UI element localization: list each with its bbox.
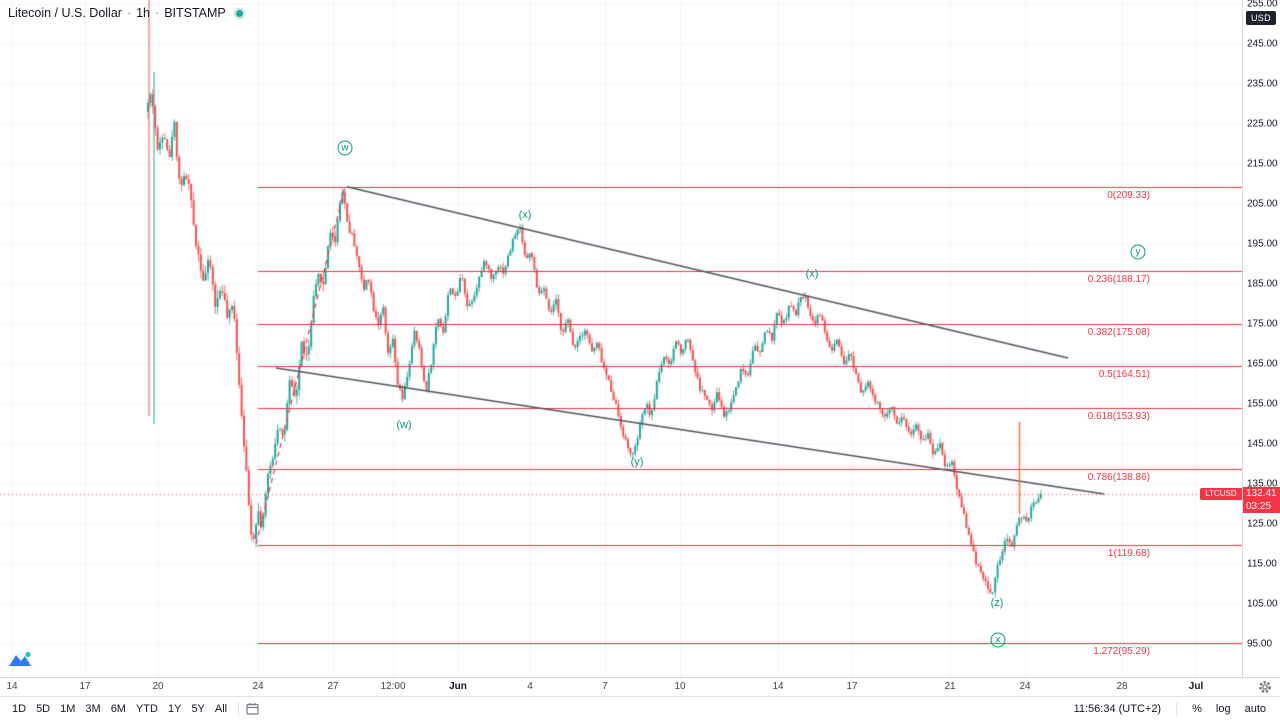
time-tick: 24 bbox=[252, 681, 264, 692]
time-tick: 20 bbox=[152, 681, 164, 692]
go-to-date-icon[interactable] bbox=[246, 702, 259, 715]
legend-separator: · bbox=[155, 6, 160, 20]
tradingview-logo[interactable] bbox=[8, 650, 34, 668]
time-tick: 12:00 bbox=[380, 681, 406, 692]
date-range-buttons: 1D 5D 1M 3M 6M YTD 1Y 5Y All bbox=[8, 701, 231, 717]
toolbar-divider bbox=[238, 701, 240, 716]
price-tick: 185.00 bbox=[1247, 278, 1278, 290]
clock[interactable]: 11:56:34 (UTC+2) bbox=[1073, 702, 1162, 715]
currency-badge[interactable]: USD bbox=[1246, 11, 1276, 25]
time-axis[interactable]: 14 17 20 24 27 12:00 Jun 4 7 10 14 17 21 24 28 Jul bbox=[0, 677, 1280, 696]
gear-icon[interactable] bbox=[1258, 680, 1272, 699]
time-tick: 17 bbox=[846, 681, 858, 692]
range-button-all[interactable]: All bbox=[214, 702, 228, 715]
time-tick: 14 bbox=[772, 681, 784, 692]
time-tick: Jul bbox=[1188, 681, 1204, 692]
time-tick: 14 bbox=[6, 681, 18, 692]
price-line-symbol-badge: LTCUSD bbox=[1200, 488, 1242, 501]
range-button-5d[interactable]: 5D bbox=[36, 702, 51, 715]
time-tick: 7 bbox=[602, 681, 608, 692]
time-tick: 10 bbox=[674, 681, 686, 692]
price-tick: 235.00 bbox=[1247, 78, 1278, 90]
price-axis[interactable]: USD 255.00 245.00 235.00 225.00 215.00 205.00… bbox=[1242, 0, 1280, 677]
price-tick: 215.00 bbox=[1247, 158, 1278, 170]
last-price-value: 132.41 bbox=[1246, 488, 1277, 500]
time-tick: 27 bbox=[327, 681, 339, 692]
exchange-label[interactable]: BITSTAMP bbox=[164, 6, 226, 20]
toolbar-divider bbox=[1176, 701, 1178, 716]
price-chart-canvas[interactable] bbox=[0, 0, 1242, 677]
time-tick: 21 bbox=[944, 681, 956, 692]
price-tick: 135.00 bbox=[1247, 478, 1278, 490]
time-tick: 24 bbox=[1019, 681, 1031, 692]
price-tick: 165.00 bbox=[1247, 358, 1278, 370]
symbol-title[interactable]: Litecoin / U.S. Dollar bbox=[8, 6, 122, 20]
price-tick: 145.00 bbox=[1247, 438, 1278, 450]
price-tick: 175.00 bbox=[1247, 318, 1278, 330]
time-tick: Jun bbox=[449, 681, 467, 692]
price-tick: 155.00 bbox=[1247, 398, 1278, 410]
range-button-6m[interactable]: 6M bbox=[110, 702, 126, 715]
last-price-badge: 132.41 03:25 bbox=[1243, 487, 1280, 514]
auto-scale-button[interactable]: auto bbox=[1244, 702, 1266, 715]
time-tick: 17 bbox=[79, 681, 91, 692]
market-status-icon[interactable] bbox=[235, 9, 243, 17]
price-tick: 105.00 bbox=[1247, 598, 1278, 610]
price-tick: 95.00 bbox=[1247, 638, 1273, 650]
time-tick: 28 bbox=[1116, 681, 1128, 692]
price-tick: 195.00 bbox=[1247, 238, 1278, 250]
time-tick: 4 bbox=[527, 681, 533, 692]
interval-label[interactable]: 1h bbox=[136, 6, 151, 20]
log-scale-button[interactable]: log bbox=[1215, 702, 1231, 715]
range-button-3m[interactable]: 3M bbox=[85, 702, 101, 715]
price-tick: 255.00 bbox=[1247, 0, 1278, 10]
percent-scale-button[interactable]: % bbox=[1192, 702, 1202, 715]
range-button-1d[interactable]: 1D bbox=[12, 702, 27, 715]
price-tick: 125.00 bbox=[1247, 518, 1278, 530]
symbol-legend[interactable]: Litecoin / U.S. Dollar · 1h · BITSTAMP bbox=[8, 6, 243, 20]
price-tick: 205.00 bbox=[1247, 198, 1278, 210]
legend-separator: · bbox=[126, 6, 132, 20]
price-tick: 245.00 bbox=[1247, 38, 1278, 50]
bottom-toolbar: 1D 5D 1M 3M 6M YTD 1Y 5Y All 11:56:34 (UTC+2) % … bbox=[0, 696, 1280, 720]
price-tick: 225.00 bbox=[1247, 118, 1278, 130]
price-tick: 115.00 bbox=[1247, 558, 1277, 570]
range-button-1m[interactable]: 1M bbox=[60, 702, 76, 715]
range-button-1y[interactable]: 1Y bbox=[167, 702, 182, 715]
bar-countdown: 03:25 bbox=[1246, 501, 1272, 513]
range-button-5y[interactable]: 5Y bbox=[191, 702, 205, 715]
range-button-ytd[interactable]: YTD bbox=[135, 702, 158, 715]
